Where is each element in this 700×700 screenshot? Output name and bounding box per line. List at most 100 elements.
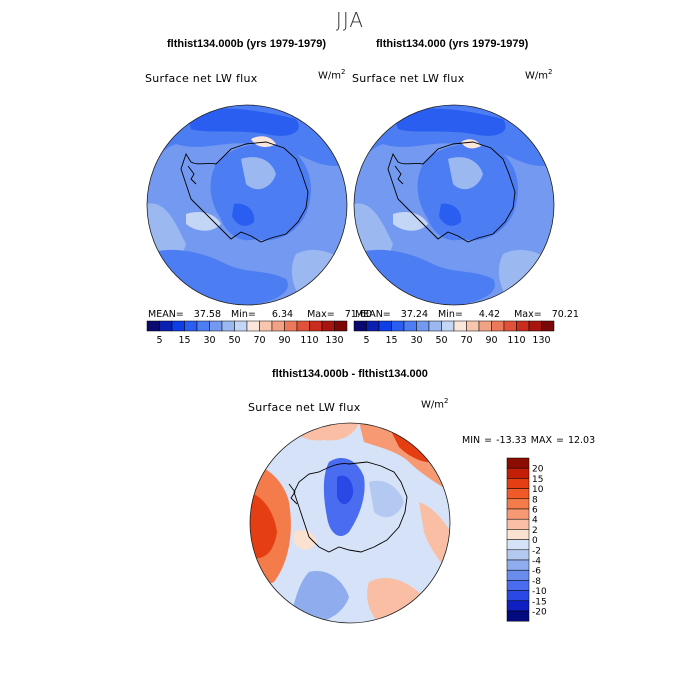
panel1-colorbar-tick-label: 70	[253, 335, 265, 346]
panel3-colorbar-tick-label: 15	[532, 475, 543, 485]
panel1-colorbar-tick-label: 110	[300, 335, 318, 346]
panel3-colorbar-tick-label: -6	[532, 567, 541, 577]
panel3-colorbar-swatch	[506, 467, 530, 479]
panel3-colorbar-tick-label: 0	[532, 536, 538, 546]
panel3-minmax: MIN = -13.33 MAX = 12.03	[462, 435, 596, 446]
panel2-colorbar-swatch	[353, 320, 367, 332]
panel2-max-value: 70.21	[551, 309, 579, 320]
panel1-colorbar-swatch	[296, 320, 310, 332]
panel2-units-base: W/m	[525, 70, 548, 82]
panel1-colorbar-swatch	[321, 320, 335, 332]
panel2-colorbar-swatch	[403, 320, 417, 332]
panel1-colorbar-tick-label: 5	[156, 335, 162, 346]
panel1-colorbar-swatch	[234, 320, 248, 332]
panel1-colorbar-swatch	[159, 320, 173, 332]
panel2-colorbar-swatch	[416, 320, 430, 332]
panel2-colorbar-swatch	[516, 320, 530, 332]
panel1-colorbar-swatch	[259, 320, 273, 332]
panel1-colorbar-tick-label: 15	[178, 335, 190, 346]
panel3-colorbar-tick-label: -20	[532, 608, 547, 618]
panel1-colorbar-swatch	[309, 320, 323, 332]
panel2-colorbar-swatch	[466, 320, 480, 332]
panel3-colorbar-swatch	[506, 580, 530, 591]
panel3-colorbar-swatch	[506, 498, 530, 510]
panel2-mean-value: 37.24	[400, 309, 428, 320]
panel1-variable-label: Surface net LW flux	[145, 72, 258, 85]
panel1-colorbar: 5 15 30 50 70 90 110 130	[146, 320, 348, 346]
panel3-colorbar-swatch	[506, 559, 530, 571]
panel1-colorbar-swatch	[221, 320, 235, 332]
panel2-colorbar-swatch	[503, 320, 517, 332]
panel3-colorbar-tick-label: -10	[532, 587, 547, 597]
panel3-colorbar-swatch	[506, 549, 530, 561]
panel1-max-label: Max=	[307, 309, 335, 320]
panel3-colorbar-swatch	[506, 610, 530, 622]
panel3-colorbar-tick-label: 4	[532, 516, 538, 526]
panel2-min-label: Min=	[438, 309, 463, 320]
panel2-variable-label: Surface net LW flux	[352, 72, 465, 85]
panel3-units: W/m2	[421, 397, 448, 410]
panel1-colorbar-swatch	[171, 320, 185, 332]
panel1-stats: MEAN= 37.58 Min= 6.34 Max= 71.60	[148, 309, 372, 320]
panel3-units-base: W/m	[421, 399, 444, 411]
panel2-colorbar-swatch	[441, 320, 455, 332]
panel1-units-exp: 2	[341, 68, 346, 76]
panel3-colorbar-swatch	[506, 488, 530, 500]
panel2-max-label: Max=	[514, 309, 542, 320]
figure-title: JJA	[335, 8, 365, 32]
panel2-colorbar-swatch	[378, 320, 392, 332]
panel3-colorbar-tick-label: -4	[532, 557, 541, 567]
panel3-colorbar-tick-label: 2	[532, 526, 538, 536]
panel1-units: W/m2	[318, 68, 345, 81]
panel1-max-value: 71.60	[344, 309, 372, 320]
panel2-map	[353, 104, 555, 306]
panel2-colorbar-tick-label: 110	[507, 335, 525, 346]
panel3-colorbar-tick-label: -15	[532, 597, 547, 607]
panel3-colorbar-swatch	[506, 590, 530, 602]
panel1-min-value: 6.34	[271, 309, 294, 320]
panel3-colorbar-tick-label: -2	[532, 546, 541, 556]
panel3-title: flthist134.000b - flthist134.000	[272, 368, 428, 380]
panel1-colorbar-tick-label: 50	[228, 335, 240, 346]
panel2-units-exp: 2	[548, 68, 553, 76]
panel2-colorbar: 5 15 30 50 70 90 110 130	[353, 320, 555, 346]
panel1-colorbar-swatch	[334, 320, 348, 332]
panel2-colorbar-tick-label: 90	[485, 335, 497, 346]
panel2-colorbar-swatch	[453, 320, 467, 332]
panel2-colorbar-tick-label: 70	[460, 335, 472, 346]
panel2-title: flthist134.000 (yrs 1979-1979)	[376, 38, 529, 50]
panel2-mean-label: MEAN=	[355, 309, 391, 320]
panel1-colorbar-tick-label: 90	[278, 335, 290, 346]
panel2-colorbar-tick-label: 5	[363, 335, 369, 346]
panel1-colorbar-swatch	[209, 320, 223, 332]
panel3-colorbar-swatch	[506, 539, 530, 551]
panel2-colorbar-swatch	[528, 320, 542, 332]
panel2-colorbar-swatch	[541, 320, 555, 332]
panel3-colorbar-tick-label: 10	[532, 485, 544, 495]
panel2-colorbar-tick-label: 50	[435, 335, 447, 346]
panel3-colorbar-tick-label: 6	[532, 506, 538, 516]
panel3-colorbar-tick-label: -8	[532, 577, 541, 587]
panel3-colorbar-swatch	[506, 529, 530, 540]
panel3-colorbar-swatch	[506, 569, 530, 581]
panel1-title: flthist134.000b (yrs 1979-1979)	[167, 38, 326, 50]
panel1-min-label: Min=	[231, 309, 256, 320]
panel1-colorbar-swatch	[284, 320, 298, 332]
panel3-colorbar-tick-label: 8	[532, 495, 538, 505]
panel2-colorbar-swatch	[391, 320, 405, 332]
panel2-colorbar-swatch	[491, 320, 505, 332]
panel3-map	[249, 422, 451, 624]
panel2-colorbar-swatch	[366, 320, 380, 332]
panel1-colorbar-swatch	[146, 320, 160, 332]
panel1-colorbar-tick-label: 130	[325, 335, 343, 346]
panel2-colorbar-tick-label: 130	[532, 335, 550, 346]
panel1-colorbar-swatch	[184, 320, 198, 332]
panel2-min-value: 4.42	[478, 309, 501, 320]
panel2-stats: MEAN= 37.24 Min= 4.42 Max= 70.21	[355, 309, 579, 320]
panel2-colorbar-swatch	[428, 320, 442, 332]
panel2-colorbar-tick-label: 15	[385, 335, 397, 346]
panel1-mean-label: MEAN=	[148, 309, 184, 320]
panel3-colorbar-swatch	[506, 600, 530, 612]
panel2-units: W/m2	[525, 68, 552, 81]
panel3-colorbar-swatch	[506, 508, 530, 520]
